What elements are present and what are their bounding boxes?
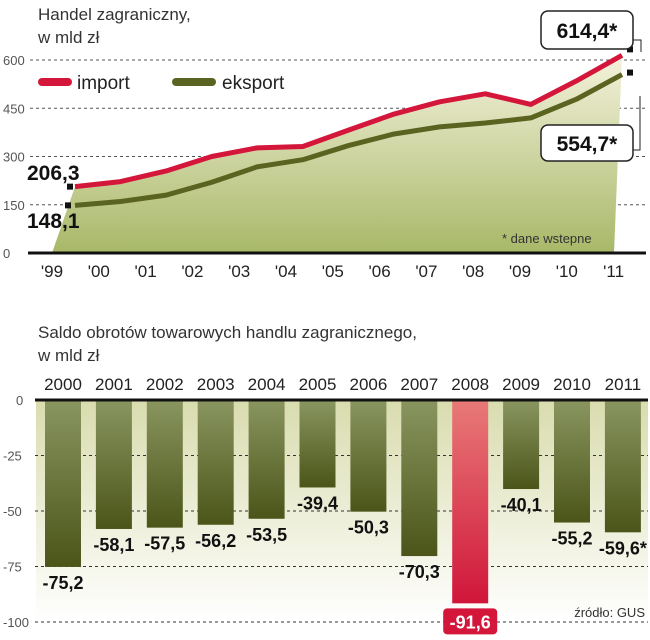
first-import-label: 206,3: [27, 162, 80, 185]
bar-2009: [503, 400, 540, 490]
chart-subtitle: w mld zł: [37, 346, 100, 365]
value-label: -39,4: [297, 493, 338, 513]
x-tick-label: '10: [556, 262, 578, 281]
category-label: 2011: [605, 375, 642, 394]
value-label: -55,2: [551, 529, 592, 549]
y-tick-label: 0: [16, 393, 23, 408]
bar-2005: [299, 400, 336, 488]
value-label: -57,5: [144, 534, 185, 554]
x-tick-label: '07: [415, 262, 437, 281]
last-import-label: 614,4*: [557, 20, 619, 43]
source-label: źródło: GUS: [574, 605, 645, 620]
bar-2004: [248, 400, 285, 519]
bar-2007: [401, 400, 438, 557]
bar-2003: [197, 400, 234, 525]
x-tick-label: '00: [88, 262, 110, 281]
chart-title: Saldo obrotów towarowych handlu zagranic…: [38, 323, 417, 342]
category-label: 2002: [146, 375, 184, 394]
category-label: 2009: [502, 375, 540, 394]
y-tick-label: 300: [3, 150, 25, 165]
import-area: [52, 55, 622, 254]
category-label: 2003: [197, 375, 235, 394]
chart-subtitle: w mld zł: [37, 28, 100, 47]
category-label: 2008: [451, 375, 489, 394]
value-label: -70,3: [399, 562, 440, 582]
x-tick-label: '09: [509, 262, 531, 281]
bar-2000: [45, 400, 81, 567]
category-label: 2007: [400, 375, 438, 394]
category-label: 2001: [95, 375, 133, 394]
value-label: -91,6: [450, 612, 491, 632]
category-label: 2000: [44, 375, 82, 394]
x-tick-label: '11: [603, 262, 624, 281]
value-label: -59,6*: [599, 538, 647, 558]
endpoint-marker: [627, 46, 633, 53]
bar-2001: [95, 400, 132, 529]
value-label: -40,1: [501, 495, 542, 515]
value-label: -50,3: [348, 518, 389, 538]
x-tick-label: '08: [462, 262, 484, 281]
y-tick-label: 0: [3, 246, 10, 261]
x-tick-label: '05: [322, 262, 344, 281]
x-tick-label: '06: [369, 262, 391, 281]
y-tick-label: 450: [3, 101, 25, 116]
legend-import-label: import: [77, 73, 131, 94]
y-tick-label: 600: [3, 53, 25, 68]
category-label: 2004: [248, 375, 286, 394]
value-label: -58,1: [93, 535, 134, 555]
callout-line: [633, 39, 642, 52]
first-export-label: 148,1: [27, 210, 80, 233]
bar-2011: [604, 400, 641, 533]
last-export-box: [540, 124, 634, 162]
y-tick-label: 150: [3, 198, 25, 213]
bar-2002: [146, 400, 183, 528]
bar-2010: [554, 400, 590, 523]
x-tick-label: '99: [41, 262, 63, 281]
x-tick-label: '03: [228, 262, 250, 281]
x-tick-label: '02: [181, 262, 203, 281]
chart-title: Handel zagraniczny,: [38, 5, 191, 24]
highlight-label-box: [443, 608, 498, 635]
y-tick-label: -100: [3, 615, 29, 630]
value-label: -53,5: [246, 525, 287, 545]
last-export-label: 554,7*: [557, 133, 619, 156]
endpoint-marker: [65, 202, 71, 209]
bar-2006: [350, 400, 387, 512]
y-tick-label: -50: [3, 504, 22, 519]
callout-line: [633, 96, 641, 151]
bar-chart: Saldo obrotów towarowych handlu zagranic…: [3, 323, 648, 635]
endpoint-marker: [67, 183, 73, 190]
legend-eksport-label: eksport: [222, 73, 285, 94]
x-tick-label: '04: [275, 262, 297, 281]
value-label: -56,2: [195, 531, 236, 551]
y-tick-label: -75: [3, 560, 22, 575]
last-import-box: [540, 10, 634, 50]
bar-2008: [452, 400, 489, 604]
preliminary-note: * dane wstepne: [502, 231, 592, 246]
x-tick-label: '01: [135, 262, 157, 281]
y-tick-label: -25: [3, 449, 22, 464]
category-label: 2006: [349, 375, 387, 394]
endpoint-marker: [627, 69, 633, 76]
category-label: 2010: [553, 375, 591, 394]
line-chart: Handel zagraniczny, w mld zł 0 150 300 450 600…: [3, 5, 648, 281]
value-label: -75,2: [42, 573, 83, 593]
category-label: 2005: [299, 375, 337, 394]
